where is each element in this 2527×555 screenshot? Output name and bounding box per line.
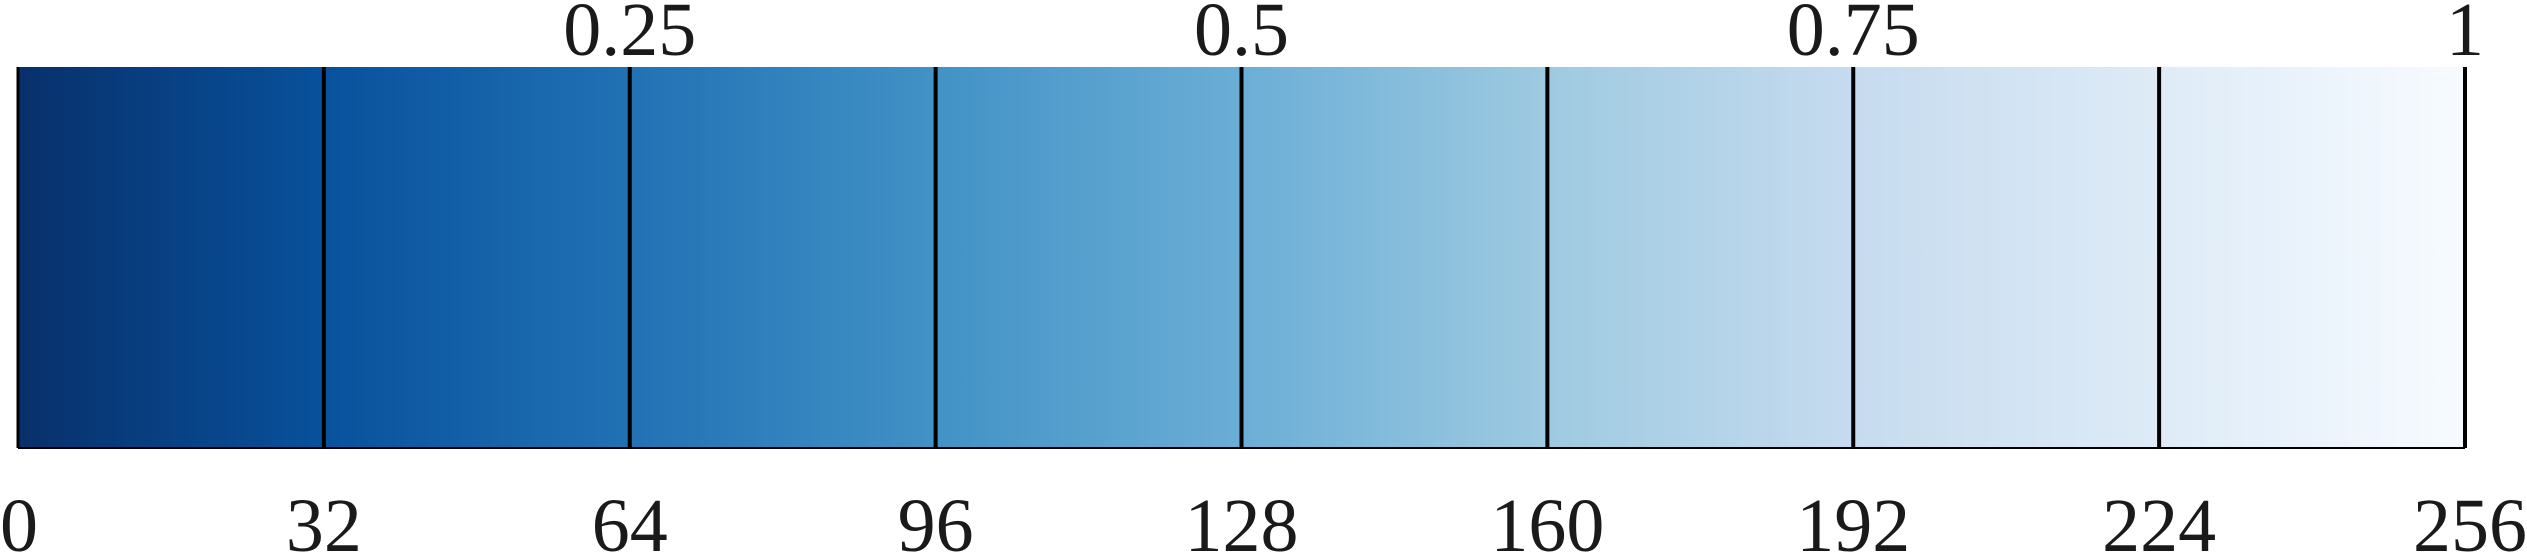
bottom-tick-label: 128 [1185,484,1299,555]
top-tick-label: 0.5 [1194,0,1289,72]
top-tick-label: 0.75 [1787,0,1920,72]
bottom-tick-label: 256 [2413,484,2527,555]
bottom-tick-label: 96 [898,484,974,555]
top-axis: 0.25 0.5 0.75 1 [563,0,2484,72]
bottom-tick-label: 0 [0,484,38,555]
band-dividers [321,67,2162,448]
bottom-tick-label: 64 [592,484,668,555]
bottom-tick-label: 192 [1796,484,1910,555]
bottom-tick-label: 32 [286,484,362,555]
bottom-axis: 0 32 64 96 128 160 192 224 256 [0,484,2527,555]
bottom-tick-label: 224 [2102,484,2216,555]
top-tick-label: 0.25 [563,0,696,72]
top-tick-label: 1 [2446,0,2484,72]
bottom-tick-label: 160 [1490,484,1604,555]
